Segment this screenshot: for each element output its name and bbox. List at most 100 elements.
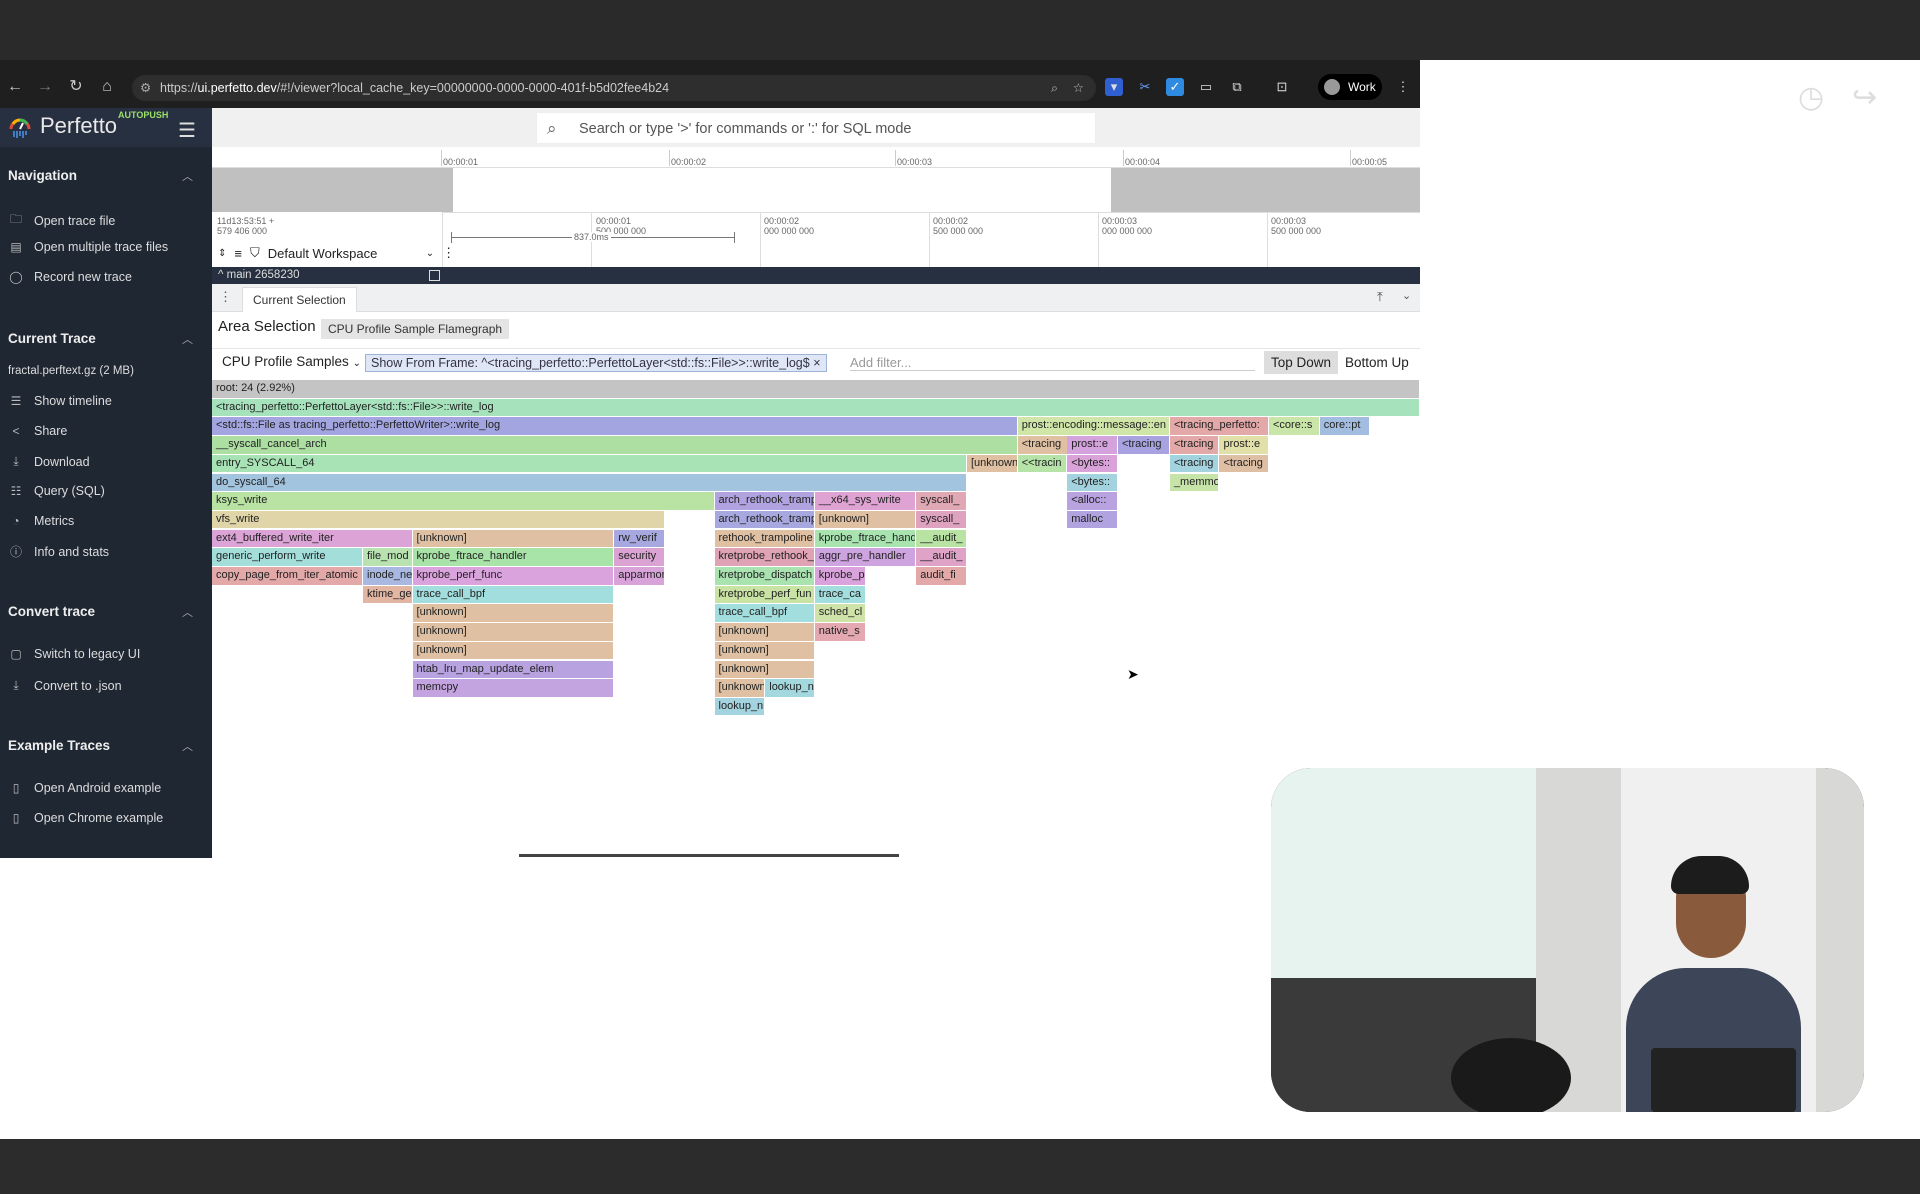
sidebar-item-open-multiple[interactable]: ▤ Open multiple trace files <box>8 240 168 254</box>
site-info-icon[interactable]: ⚙ <box>140 81 152 95</box>
flame-frame[interactable]: lookup_n <box>765 679 815 697</box>
sidebar-item-legacy-ui[interactable]: ▢ Switch to legacy UI <box>8 647 140 661</box>
flame-frame[interactable]: lookup_n <box>714 697 766 716</box>
sidebar-item-chrome-example[interactable]: ▯ Open Chrome example <box>8 811 164 825</box>
flame-frame[interactable]: __x64_sys_write <box>814 492 917 510</box>
back-icon[interactable]: ← <box>7 78 23 95</box>
star-icon[interactable]: ☆ <box>1072 81 1084 95</box>
flame-frame[interactable]: [unknown] <box>412 641 615 660</box>
flame-frame[interactable]: <std::fs::File as tracing_perfetto::Perf… <box>212 417 1018 435</box>
flame-frame[interactable]: kprobe_ftrace_hand <box>814 529 917 548</box>
flame-frame[interactable]: __syscall_cancel_arch <box>212 436 1018 454</box>
flame-frame[interactable]: arch_rethook_tramp <box>714 510 815 529</box>
flame-frame[interactable]: <tracing_perfetto::PerfettoLayer<std::fs… <box>212 398 1420 417</box>
flame-frame[interactable]: [unknown <box>967 454 1018 473</box>
flame-frame[interactable]: root: 24 (2.92%) <box>212 380 1420 398</box>
section-convert-trace[interactable]: Convert trace <box>8 604 96 619</box>
zoom-icon[interactable]: ⌕ <box>1050 81 1058 95</box>
track-group-header[interactable]: ^ main 2658230 <box>212 267 1420 284</box>
flame-frame[interactable]: core::pt <box>1319 417 1371 435</box>
forward-icon[interactable]: → <box>37 78 53 95</box>
flame-frame[interactable]: <tracing <box>1169 454 1220 473</box>
chevron-up-icon[interactable]: ︿ <box>182 607 193 619</box>
flame-frame[interactable]: <bytes:: <box>1067 454 1118 473</box>
sidebar-item-download[interactable]: ⤓ Download <box>8 454 89 469</box>
reload-icon[interactable]: ↻ <box>69 78 83 95</box>
overview-unselected-left[interactable] <box>212 168 453 212</box>
sidebar-item-android-example[interactable]: ▯ Open Android example <box>8 781 161 795</box>
flame-frame[interactable]: ext4_buffered_write_iter <box>212 529 413 548</box>
chevron-up-icon[interactable]: ︿ <box>182 741 193 753</box>
sidebar-item-open-trace[interactable]: 🗀 Open trace file <box>8 210 115 231</box>
flame-frame[interactable]: syscall_ <box>916 492 967 510</box>
flame-frame[interactable]: trace_ca <box>814 585 866 604</box>
history-icon[interactable]: ◷ <box>1798 81 1825 114</box>
flame-frame[interactable]: rw_verif <box>614 529 665 548</box>
flame-frame[interactable]: kprobe_p <box>814 567 866 585</box>
flame-frame[interactable]: kprobe_perf_func <box>412 567 615 585</box>
workspace-selector[interactable]: ⇕ ≡ ⛉ Default Workspace ⌄ ⋮ <box>218 245 455 261</box>
flame-frame[interactable]: apparmor <box>614 567 665 585</box>
flame-frame[interactable]: kretprobe_rethook_ <box>714 548 815 566</box>
tab-current-selection[interactable]: Current Selection <box>242 287 357 312</box>
section-navigation[interactable]: Navigation <box>8 168 78 183</box>
flame-frame[interactable]: inode_ne <box>363 567 413 585</box>
flame-frame[interactable]: kretprobe_perf_fun <box>714 585 815 604</box>
top-down-button[interactable]: Top Down <box>1264 351 1339 374</box>
flame-frame[interactable]: do_syscall_64 <box>212 473 967 491</box>
flame-frame[interactable]: trace_call_bpf <box>412 585 615 604</box>
flame-frame[interactable]: <<tracin <box>1017 454 1068 473</box>
flame-frame[interactable]: kretprobe_dispatch <box>714 567 815 585</box>
url-bar[interactable]: ⚙ https://ui.perfetto.dev/#!/viewer?local… <box>132 75 1096 101</box>
collapse-icon[interactable]: ^ <box>218 269 224 281</box>
flame-frame[interactable]: rethook_trampoline <box>714 529 815 548</box>
cast-icon[interactable]: ▭ <box>1199 79 1213 94</box>
overview-unselected-right[interactable] <box>1111 168 1420 212</box>
flame-frame[interactable]: sched_cl <box>814 604 866 622</box>
bitwarden-icon[interactable]: ▾ <box>1105 78 1123 96</box>
flame-frame[interactable]: _memmov <box>1169 473 1220 491</box>
section-example-traces[interactable]: Example Traces <box>8 738 111 753</box>
flame-frame[interactable]: kprobe_ftrace_handler <box>412 548 615 566</box>
sidebar-item-show-timeline[interactable]: ☰ Show timeline <box>8 394 112 408</box>
flame-frame[interactable]: malloc <box>1067 510 1118 529</box>
more-icon[interactable]: ⋮ <box>219 289 232 304</box>
flame-frame[interactable]: syscall_ <box>916 510 967 529</box>
chevron-up-icon[interactable]: ︿ <box>182 334 193 346</box>
flame-frame[interactable]: prost::e <box>1067 436 1118 454</box>
sidebar-item-info[interactable]: ⓘ Info and stats <box>8 543 109 560</box>
flame-frame[interactable]: native_s <box>814 623 866 641</box>
close-icon[interactable]: × <box>813 356 821 370</box>
flame-frame[interactable]: <tracing <box>1219 454 1269 473</box>
flame-frame[interactable]: htab_lru_map_update_elem <box>412 660 615 678</box>
flame-frame[interactable]: [unknown] <box>714 641 815 660</box>
flame-frame[interactable]: __audit_ <box>916 529 967 548</box>
section-current-trace[interactable]: Current Trace <box>8 331 96 346</box>
flame-frame[interactable]: [unknown <box>714 679 766 697</box>
flame-frame[interactable]: security <box>614 548 665 566</box>
flame-frame[interactable]: file_mod <box>363 548 413 566</box>
sidebar-item-metrics[interactable]: ◔ Metrics <box>8 514 74 528</box>
flame-frame[interactable]: entry_SYSCALL_64 <box>212 454 967 473</box>
sidebar-item-record[interactable]: ◯ Record new trace <box>8 270 132 284</box>
collapse-all-icon[interactable]: ⇕ <box>218 247 227 259</box>
sidebar-item-convert-json[interactable]: ⤓ Convert to .json <box>8 678 121 693</box>
maximize-icon[interactable]: ⤒ <box>1377 289 1383 304</box>
flame-frame[interactable]: <bytes:: <box>1067 473 1118 491</box>
sidebar-item-query[interactable]: ☷ Query (SQL) <box>8 484 105 498</box>
sidebar-item-share[interactable]: < Share <box>8 424 67 438</box>
flame-frame[interactable]: trace_call_bpf <box>714 604 815 622</box>
flame-frame[interactable]: <tracing_perfetto: <box>1169 417 1269 435</box>
flame-frame[interactable]: [unknown] <box>412 529 615 548</box>
flame-frame[interactable]: <tracing <box>1017 436 1069 454</box>
pin-checkbox[interactable] <box>429 270 440 281</box>
flame-frame[interactable]: generic_perform_write <box>212 548 363 566</box>
flame-frame[interactable]: vfs_write <box>212 510 665 529</box>
flame-frame[interactable]: memcpy <box>412 679 615 697</box>
filter-chip[interactable]: Show From Frame: ^<tracing_perfetto::Per… <box>365 354 827 372</box>
flame-frame[interactable]: [unknown] <box>714 660 815 678</box>
add-filter-input[interactable]: Add filter... <box>850 355 1255 371</box>
metric-select[interactable]: CPU Profile Samples ⌄ <box>222 354 361 369</box>
flame-frame[interactable]: <tracing <box>1118 436 1170 454</box>
list-icon[interactable]: ≡ <box>234 245 242 261</box>
